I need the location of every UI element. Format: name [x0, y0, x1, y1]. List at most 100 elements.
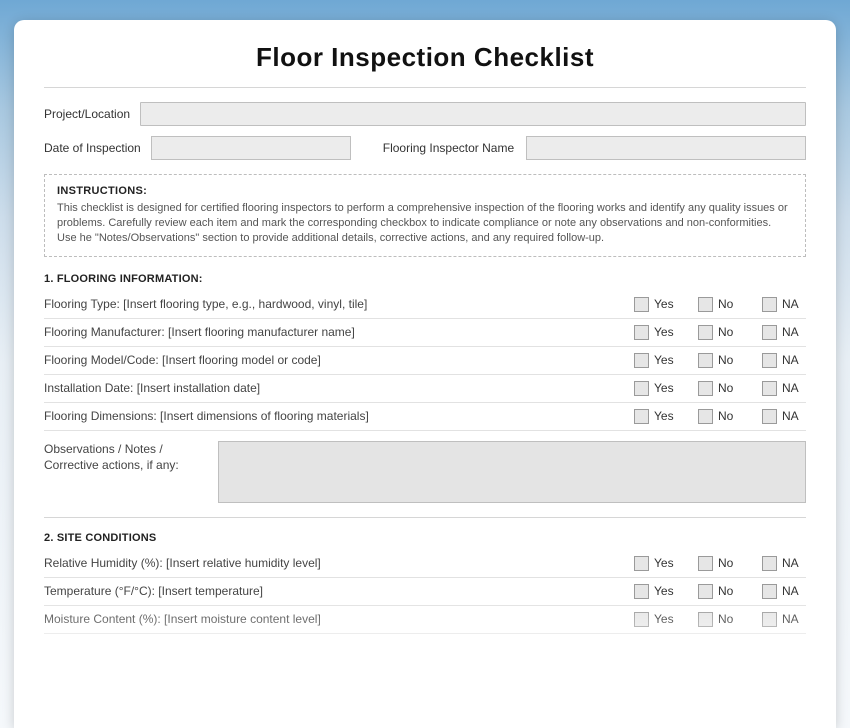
- no-label: No: [718, 325, 733, 339]
- yes-label: Yes: [654, 325, 674, 339]
- option-group: Yes No NA: [634, 612, 806, 627]
- checkbox-no[interactable]: [698, 381, 713, 396]
- option-na: NA: [762, 556, 800, 571]
- option-yes: Yes: [634, 556, 680, 571]
- checkbox-yes[interactable]: [634, 556, 649, 571]
- checkbox-yes[interactable]: [634, 353, 649, 368]
- option-group: Yes No NA: [634, 297, 806, 312]
- checklist-row: Installation Date: [Insert installation …: [44, 375, 806, 403]
- option-na: NA: [762, 381, 800, 396]
- option-group: Yes No NA: [634, 584, 806, 599]
- project-location-input[interactable]: [140, 102, 806, 126]
- inspector-name-label: Flooring Inspector Name: [383, 141, 514, 155]
- date-input[interactable]: [151, 136, 351, 160]
- checkbox-no[interactable]: [698, 584, 713, 599]
- document-page: Floor Inspection Checklist Project/Locat…: [14, 20, 836, 728]
- checkbox-no[interactable]: [698, 297, 713, 312]
- checkbox-na[interactable]: [762, 556, 777, 571]
- inspector-name-input[interactable]: [526, 136, 806, 160]
- option-yes: Yes: [634, 297, 680, 312]
- na-label: NA: [782, 612, 799, 626]
- yes-label: Yes: [654, 584, 674, 598]
- no-label: No: [718, 381, 733, 395]
- checkbox-no[interactable]: [698, 325, 713, 340]
- na-label: NA: [782, 353, 799, 367]
- option-na: NA: [762, 297, 800, 312]
- checkbox-no[interactable]: [698, 612, 713, 627]
- item-label: Temperature (°F/°C): [Insert temperature…: [44, 584, 626, 598]
- na-label: NA: [782, 381, 799, 395]
- yes-label: Yes: [654, 556, 674, 570]
- checklist-row: Flooring Manufacturer: [Insert flooring …: [44, 319, 806, 347]
- no-label: No: [718, 556, 733, 570]
- project-location-row: Project/Location: [44, 102, 806, 126]
- section-divider: [44, 517, 806, 518]
- checkbox-yes[interactable]: [634, 612, 649, 627]
- section-1-title: 1. FLOORING INFORMATION:: [44, 273, 806, 285]
- checkbox-yes[interactable]: [634, 297, 649, 312]
- notes-row: Observations / Notes / Corrective action…: [44, 441, 806, 503]
- checklist-row: Flooring Type: [Insert flooring type, e.…: [44, 291, 806, 319]
- item-label: Relative Humidity (%): [Insert relative …: [44, 556, 626, 570]
- checkbox-yes[interactable]: [634, 381, 649, 396]
- option-group: Yes No NA: [634, 381, 806, 396]
- option-group: Yes No NA: [634, 409, 806, 424]
- date-label: Date of Inspection: [44, 141, 141, 155]
- checklist-row: Moisture Content (%): [Insert moisture c…: [44, 606, 806, 634]
- item-label: Flooring Type: [Insert flooring type, e.…: [44, 297, 626, 311]
- checklist-row: Relative Humidity (%): [Insert relative …: [44, 550, 806, 578]
- notes-textarea[interactable]: [218, 441, 806, 503]
- checkbox-na[interactable]: [762, 325, 777, 340]
- option-yes: Yes: [634, 612, 680, 627]
- checkbox-na[interactable]: [762, 409, 777, 424]
- checkbox-na[interactable]: [762, 381, 777, 396]
- option-na: NA: [762, 353, 800, 368]
- option-no: No: [698, 409, 744, 424]
- checklist-row: Temperature (°F/°C): [Insert temperature…: [44, 578, 806, 606]
- checkbox-yes[interactable]: [634, 325, 649, 340]
- yes-label: Yes: [654, 409, 674, 423]
- option-no: No: [698, 297, 744, 312]
- option-group: Yes No NA: [634, 353, 806, 368]
- na-label: NA: [782, 409, 799, 423]
- item-label: Flooring Model/Code: [Insert flooring mo…: [44, 353, 626, 367]
- no-label: No: [718, 409, 733, 423]
- option-na: NA: [762, 612, 800, 627]
- option-yes: Yes: [634, 381, 680, 396]
- option-na: NA: [762, 325, 800, 340]
- title-divider: [44, 87, 806, 88]
- date-inspector-row: Date of Inspection Flooring Inspector Na…: [44, 136, 806, 160]
- na-label: NA: [782, 297, 799, 311]
- checkbox-na[interactable]: [762, 353, 777, 368]
- section-2-title: 2. SITE CONDITIONS: [44, 532, 806, 544]
- yes-label: Yes: [654, 353, 674, 367]
- na-label: NA: [782, 325, 799, 339]
- checkbox-na[interactable]: [762, 584, 777, 599]
- checkbox-yes[interactable]: [634, 409, 649, 424]
- checkbox-yes[interactable]: [634, 584, 649, 599]
- option-no: No: [698, 612, 744, 627]
- instructions-heading: INSTRUCTIONS:: [57, 185, 793, 197]
- checkbox-no[interactable]: [698, 353, 713, 368]
- na-label: NA: [782, 556, 799, 570]
- option-no: No: [698, 381, 744, 396]
- item-label: Installation Date: [Insert installation …: [44, 381, 626, 395]
- checkbox-na[interactable]: [762, 612, 777, 627]
- checklist-row: Flooring Model/Code: [Insert flooring mo…: [44, 347, 806, 375]
- checkbox-no[interactable]: [698, 409, 713, 424]
- yes-label: Yes: [654, 297, 674, 311]
- option-yes: Yes: [634, 325, 680, 340]
- na-label: NA: [782, 584, 799, 598]
- option-na: NA: [762, 584, 800, 599]
- checkbox-no[interactable]: [698, 556, 713, 571]
- yes-label: Yes: [654, 612, 674, 626]
- yes-label: Yes: [654, 381, 674, 395]
- option-no: No: [698, 353, 744, 368]
- no-label: No: [718, 612, 733, 626]
- page-title: Floor Inspection Checklist: [44, 42, 806, 73]
- item-label: Moisture Content (%): [Insert moisture c…: [44, 612, 626, 626]
- option-na: NA: [762, 409, 800, 424]
- option-yes: Yes: [634, 584, 680, 599]
- option-yes: Yes: [634, 353, 680, 368]
- checkbox-na[interactable]: [762, 297, 777, 312]
